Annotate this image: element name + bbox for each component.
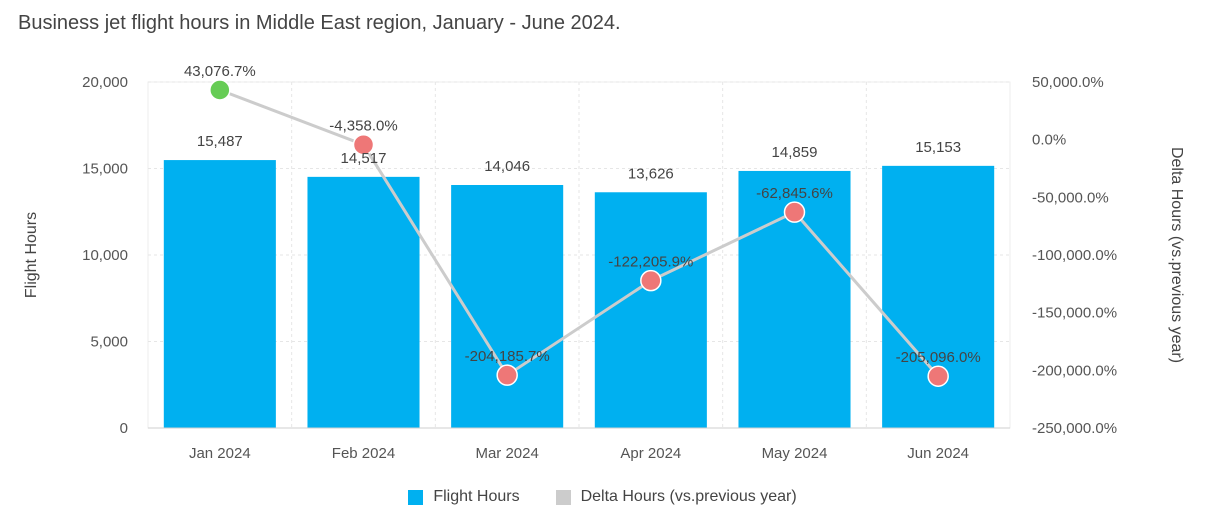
y-tick-label: 10,000: [82, 247, 128, 264]
x-tick-label: Feb 2024: [332, 445, 395, 462]
y2-tick-label: 0.0%: [1032, 132, 1066, 149]
legend-item-delta-hours[interactable]: Delta Hours (vs.previous year): [555, 488, 797, 506]
x-tick-label: Mar 2024: [475, 445, 538, 462]
line-value-label: -204,185.7%: [465, 348, 550, 365]
bar: [882, 165, 995, 429]
y-tick-label: 5,000: [90, 334, 128, 351]
x-tick-label: May 2024: [762, 445, 828, 462]
bar: [163, 160, 276, 429]
y2-axis-title: Delta Hours (vs.previous year): [1168, 147, 1185, 363]
legend-swatch-delta-hours: [555, 489, 571, 505]
line-point: [496, 364, 518, 386]
data-labels: 15,487 14,517 14,046 13,626 14,859 15,153 43,0…: [184, 63, 981, 366]
y2-tick-label: -150,000.0%: [1032, 305, 1117, 322]
line-point: [209, 79, 231, 101]
x-tick-label: Jun 2024: [907, 445, 969, 462]
legend: Flight Hours Delta Hours (vs.previous ye…: [0, 488, 1205, 506]
y-axis-title: Flight Hours: [23, 212, 40, 298]
bar-value-label: 15,153: [915, 139, 961, 156]
y2-tick-label: -250,000.0%: [1032, 420, 1117, 437]
line-value-label: -4,358.0%: [329, 118, 397, 135]
bar: [307, 176, 420, 428]
bar-value-label: 13,626: [628, 165, 674, 182]
bar-value-label: 14,046: [484, 158, 530, 175]
legend-item-flight-hours[interactable]: Flight Hours: [408, 488, 520, 506]
bar-value-label: 15,487: [197, 133, 243, 150]
bar: [451, 185, 564, 428]
axes: 0 5,000 10,000 15,000 20,000 -250,000.0% -200,…: [23, 74, 1185, 462]
y2-tick-label: -200,000.0%: [1032, 362, 1117, 379]
x-tick-label: Jan 2024: [189, 445, 251, 462]
y-tick-label: 0: [120, 420, 128, 437]
legend-label-flight-hours: Flight Hours: [433, 488, 520, 505]
y-tick-label: 20,000: [82, 74, 128, 91]
y2-tick-label: 50,000.0%: [1032, 74, 1104, 91]
x-tick-label: Apr 2024: [620, 445, 681, 462]
line-value-label: -205,096.0%: [896, 349, 981, 366]
bar-value-label: 14,517: [341, 150, 387, 167]
line-point: [927, 365, 949, 387]
delta-hours-line: [209, 79, 949, 387]
chart-title: Business jet flight hours in Middle East…: [18, 12, 621, 34]
grid-lines: [147, 81, 1011, 429]
bar-value-label: 14,859: [772, 144, 818, 161]
combo-chart: 0 5,000 10,000 15,000 20,000 -250,000.0% -200,…: [23, 63, 1185, 462]
delta-line-path: [219, 88, 940, 378]
line-point: [352, 133, 375, 156]
line-value-label: -122,205.9%: [608, 254, 693, 271]
line-value-label: 43,076.7%: [184, 63, 256, 80]
line-point: [640, 269, 662, 292]
y2-tick-label: -100,000.0%: [1032, 247, 1117, 264]
line-value-label: -62,845.6%: [756, 185, 833, 202]
legend-label-delta-hours: Delta Hours (vs.previous year): [580, 488, 797, 505]
line-point: [783, 201, 806, 223]
y2-tick-label: -50,000.0%: [1032, 189, 1109, 206]
bar: [594, 192, 707, 428]
y-tick-label: 15,000: [82, 161, 128, 178]
legend-swatch-flight-hours: [408, 489, 424, 505]
